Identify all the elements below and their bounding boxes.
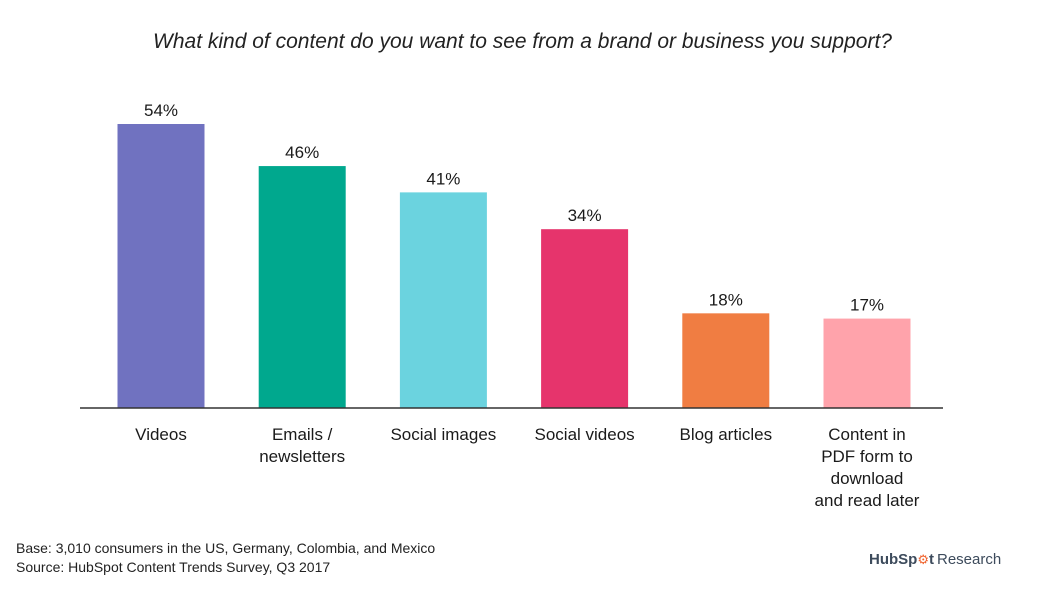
brand-name-start: HubSp [869,551,918,568]
data-label-1: 54% [144,101,178,120]
bar-1 [117,124,205,408]
chart-title: What kind of content do you want to see … [153,30,892,53]
brand-suffix: Research [936,551,1002,568]
category-label-1: Videos [135,425,187,444]
hubspot-research-logo: HubSp⚙t Research [869,551,1001,568]
data-label-4: 34% [568,206,602,225]
category-label-5: Blog articles [679,425,773,444]
bar-5 [682,313,770,408]
source-note: Source: HubSpot Content Trends Survey, Q… [16,559,331,575]
brand-name-end: t [928,551,934,568]
category-label-3: Social images [390,425,497,444]
category-label-2: Emails / newsletters [259,425,346,466]
bar-4 [541,229,629,408]
bar-3 [399,192,487,408]
bar-2 [258,166,346,408]
category-label-4: Social videos [534,425,635,444]
sprocket-icon: ⚙ [917,552,929,567]
data-label-6: 17% [850,296,884,315]
bar-6 [823,318,911,408]
data-label-3: 41% [426,169,460,188]
data-label-2: 46% [285,143,319,162]
category-label-6: Content in PDF form to download and read la… [814,425,920,510]
base-note: Base: 3,010 consumers in the US, Germany… [16,540,436,556]
data-label-5: 18% [709,290,743,309]
